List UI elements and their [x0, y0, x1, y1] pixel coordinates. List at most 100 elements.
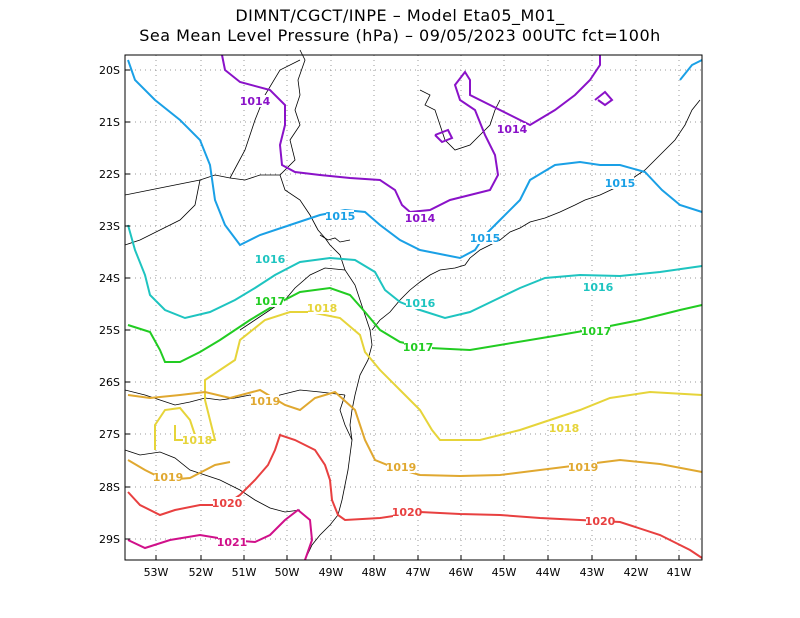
isobar-label-1017: 1017	[403, 341, 434, 354]
longitude-label: 43W	[580, 566, 605, 579]
isobar-label-1019: 1019	[153, 471, 184, 484]
latitude-label: 29S	[99, 533, 120, 546]
longitude-label: 50W	[275, 566, 300, 579]
coastline	[279, 49, 373, 561]
longitude-label: 48W	[362, 566, 387, 579]
isobar-label-1015: 1015	[605, 177, 636, 190]
isobar-label-bg	[326, 210, 354, 222]
isobar-label-1019: 1019	[568, 461, 599, 474]
longitude-label: 42W	[624, 566, 649, 579]
latitude-label: 28S	[99, 481, 120, 494]
isobar-label-1016: 1016	[583, 281, 614, 294]
state-border-1	[124, 174, 280, 196]
coastline-east	[371, 99, 701, 331]
longitude-label: 45W	[492, 566, 517, 579]
country-border-2	[124, 449, 301, 513]
isobar-label-bg	[582, 325, 610, 337]
isobar-1015-a	[127, 59, 703, 260]
isobar-label-bg	[406, 297, 434, 309]
latitude-label: 25S	[99, 324, 120, 337]
isobar-1020	[127, 433, 703, 559]
isobar-label-bg	[251, 395, 279, 407]
bay	[319, 234, 351, 243]
isobar-label-1017: 1017	[581, 325, 612, 338]
isobar-label-bg	[213, 497, 241, 509]
isobar-label-1017: 1017	[255, 295, 286, 308]
isobar-label-bg	[586, 515, 614, 527]
isobar-label-bg	[393, 506, 421, 518]
isobar-label-bg	[241, 95, 269, 107]
longitude-label: 52W	[189, 566, 214, 579]
longitude-labels: 53W 52W 51W 50W 49W 48W 47W 46W 45W 44W 43W 42W 41W	[144, 555, 692, 579]
longitude-label: 53W	[144, 566, 169, 579]
isobar-label-1014: 1014	[497, 123, 528, 136]
isobar-label-bg	[256, 253, 284, 265]
map-frame	[124, 54, 703, 561]
state-border-4	[284, 267, 346, 301]
isobar-label-1019: 1019	[250, 395, 281, 408]
isobar-label-bg	[569, 461, 597, 473]
latitude-label: 26S	[99, 376, 120, 389]
latitude-label: 22S	[99, 168, 120, 181]
isobar-label-1016: 1016	[255, 253, 286, 266]
latitude-label: 27S	[99, 428, 120, 441]
isobar-label-bg	[406, 212, 434, 224]
longitude-label: 46W	[449, 566, 474, 579]
isobar-label-1015: 1015	[470, 232, 501, 245]
isobar-label-bg	[154, 471, 182, 483]
map-subtitle: Sea Mean Level Pressure (hPa) – 09/05/20…	[139, 26, 661, 45]
state-border-6	[339, 394, 353, 441]
isobar-1016	[127, 224, 703, 320]
isobar-labels: 1014 1014 1014 1015 1015 1015 1016 1016 1016 1017…	[153, 95, 636, 549]
isobar-label-1020: 1020	[585, 515, 616, 528]
isobar-label-1018: 1018	[307, 302, 338, 315]
longitude-label: 47W	[406, 566, 431, 579]
gridlines	[125, 55, 702, 560]
isobar-label-1014: 1014	[240, 95, 271, 108]
state-border-3	[229, 59, 301, 179]
isobar-label-bg	[387, 461, 415, 473]
isobar-label-1015: 1015	[325, 210, 356, 223]
isobar-label-1021: 1021	[217, 536, 248, 549]
isobar-label-1020: 1020	[212, 497, 243, 510]
isobar-label-1018: 1018	[182, 434, 213, 447]
latitude-labels: 20S 21S 22S 23S 24S 25S 26S 27S 28S 29S	[99, 64, 130, 546]
isobar-1014-a	[221, 54, 601, 214]
isobar-label-bg	[218, 536, 246, 548]
isobar-label-bg	[550, 422, 578, 434]
isobar-label-bg	[308, 302, 336, 314]
latitude-label: 23S	[99, 220, 120, 233]
isobar-label-bg	[183, 434, 211, 446]
latitude-label: 24S	[99, 272, 120, 285]
isobar-1019-a	[127, 388, 703, 478]
isobar-1017	[127, 286, 703, 363]
country-border-1	[124, 389, 346, 406]
isobar-1014-c	[434, 128, 454, 144]
isobar-1015-b	[679, 59, 703, 81]
isobar-1014-b	[594, 90, 614, 107]
isobar-label-1014: 1014	[405, 212, 436, 225]
state-border-2	[124, 179, 201, 246]
isobar-label-bg	[498, 123, 526, 135]
isobar-1018-b	[200, 311, 703, 441]
longitude-label: 51W	[232, 566, 257, 579]
isobars	[127, 54, 703, 561]
longitude-label: 44W	[536, 566, 561, 579]
isobar-1021	[127, 508, 314, 561]
isobar-label-bg	[606, 177, 634, 189]
isobar-label-1016: 1016	[405, 297, 436, 310]
longitude-label: 49W	[319, 566, 344, 579]
isobar-label-bg	[584, 281, 612, 293]
latitude-label: 20S	[99, 64, 120, 77]
isobar-label-1020: 1020	[392, 506, 423, 519]
longitude-label: 41W	[667, 566, 692, 579]
isobar-label-bg	[471, 232, 499, 244]
coastline-and-borders	[124, 49, 701, 561]
isobar-label-1019: 1019	[386, 461, 417, 474]
isobar-1018-a	[154, 406, 197, 450]
map-title: DIMNT/CGCT/INPE – Model Eta05_M01_	[235, 6, 565, 25]
isobar-label-1018: 1018	[549, 422, 580, 435]
isobar-label-bg	[404, 341, 432, 353]
